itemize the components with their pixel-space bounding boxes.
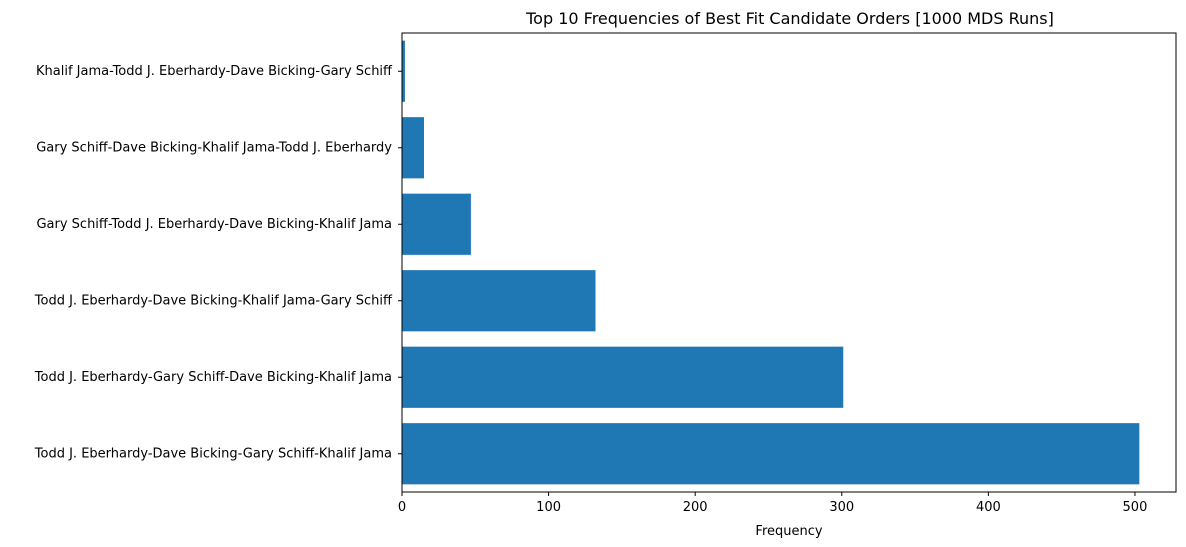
bar [402, 423, 1140, 485]
y-tick-label: Todd J. Eberhardy-Dave Bicking-Khalif Ja… [34, 293, 393, 308]
x-axis-label: Frequency [755, 524, 822, 539]
bar [402, 270, 596, 332]
y-tick-label: Todd J. Eberhardy-Gary Schiff-Dave Bicki… [34, 370, 392, 385]
plot-frame [401, 32, 1177, 493]
bar [402, 193, 471, 255]
x-tick-label: 400 [976, 500, 1001, 515]
x-tick-label: 500 [1123, 500, 1148, 515]
y-tick-label: Gary Schiff-Todd J. Eberhardy-Dave Bicki… [36, 217, 392, 232]
x-tick-label: 0 [398, 500, 406, 515]
bar [402, 40, 405, 102]
x-tick-label: 300 [829, 500, 854, 515]
y-tick-label: Khalif Jama-Todd J. Eberhardy-Dave Bicki… [36, 64, 393, 79]
x-tick-label: 100 [536, 500, 561, 515]
chart-title: Top 10 Frequencies of Best Fit Candidate… [525, 9, 1054, 28]
y-tick-label: Todd J. Eberhardy-Dave Bicking-Gary Schi… [34, 446, 392, 461]
bar [402, 117, 424, 179]
bar [402, 346, 844, 408]
y-tick-label: Gary Schiff-Dave Bicking-Khalif Jama-Tod… [36, 140, 392, 155]
x-tick-label: 200 [683, 500, 708, 515]
